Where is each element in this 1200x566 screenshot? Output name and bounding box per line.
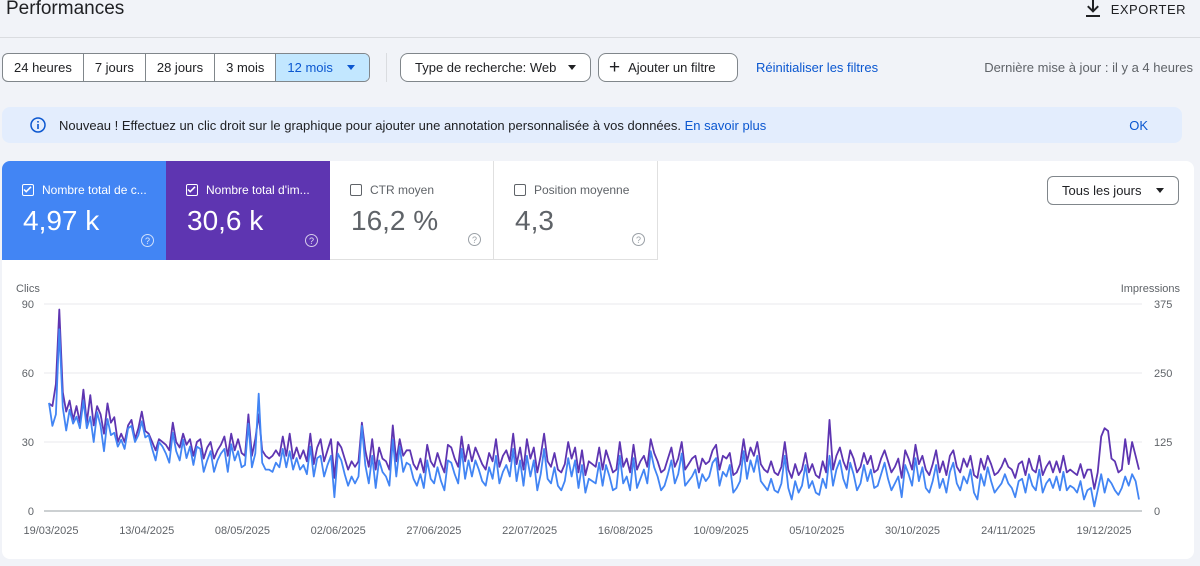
learn-more-link[interactable]: En savoir plus	[684, 118, 767, 133]
y-right-tick-label: 125	[1154, 437, 1172, 449]
caret-down-icon	[1156, 188, 1164, 193]
banner-text: Nouveau ! Effectuez un clic droit sur le…	[59, 118, 766, 133]
divider	[386, 53, 387, 82]
caret-down-icon	[346, 65, 355, 70]
banner-ok-button[interactable]: OK	[1129, 118, 1148, 133]
performance-panel: Nombre total de c... 4,97 k ? Nombre tot…	[2, 161, 1194, 559]
checkbox-checked-icon[interactable]	[22, 184, 34, 196]
caret-down-icon	[568, 65, 576, 70]
range-12m-button[interactable]: 12 mois	[276, 54, 369, 81]
metric-card-impressions[interactable]: Nombre total d'im... 30,6 k ?	[166, 161, 330, 260]
checkbox-unchecked-icon[interactable]	[350, 184, 362, 196]
help-icon[interactable]: ?	[468, 233, 481, 246]
export-label: EXPORTER	[1110, 1, 1186, 17]
help-icon[interactable]: ?	[305, 234, 318, 247]
x-tick-label: 16/08/2025	[598, 525, 653, 537]
metric-card-ctr[interactable]: CTR moyen 16,2 % ?	[330, 161, 494, 260]
x-tick-label: 10/09/2025	[694, 525, 749, 537]
x-tick-label: 08/05/2025	[215, 525, 270, 537]
plus-icon: +	[609, 57, 621, 78]
metric-value: 30,6 k	[187, 205, 264, 236]
range-label: 7 jours	[94, 60, 134, 75]
clicks-series-line	[48, 328, 1140, 508]
x-tick-label: 05/10/2025	[789, 525, 844, 537]
page-title: Performances	[6, 0, 125, 19]
info-icon	[30, 117, 46, 133]
range-28d-button[interactable]: 28 jours	[146, 54, 216, 81]
x-tick-label: 24/11/2025	[981, 525, 1035, 537]
y-left-tick-label: 60	[22, 368, 34, 380]
x-tick-label: 02/06/2025	[311, 525, 366, 537]
help-icon[interactable]: ?	[141, 234, 154, 247]
y-left-tick-label: 30	[22, 437, 34, 449]
metric-card-position[interactable]: Position moyenne 4,3 ?	[494, 161, 658, 260]
y-left-axis-label: Clics	[16, 283, 40, 295]
top-bar: Performances EXPORTER	[0, 0, 1200, 38]
info-banner: Nouveau ! Effectuez un clic droit sur le…	[2, 107, 1182, 143]
range-3m-button[interactable]: 3 mois	[215, 54, 277, 81]
x-tick-label: 22/07/2025	[502, 525, 557, 537]
help-icon[interactable]: ?	[632, 233, 645, 246]
filter-bar: 24 heures 7 jours 28 jours 3 mois 12 moi…	[0, 53, 1200, 83]
y-right-axis-label: Impressions	[1121, 283, 1181, 295]
y-left-tick-label: 90	[22, 299, 34, 311]
y-right-tick-label: 250	[1154, 368, 1172, 380]
x-tick-label: 30/10/2025	[885, 525, 940, 537]
last-updated-text: Dernière mise à jour : il y a 4 heures	[984, 60, 1193, 75]
x-tick-label: 19/03/2025	[23, 525, 78, 537]
checkbox-checked-icon[interactable]	[186, 184, 198, 196]
range-label: 3 mois	[226, 60, 265, 75]
granularity-label: Tous les jours	[1062, 183, 1142, 198]
add-filter-label: Ajouter un filtre	[628, 60, 716, 75]
range-24h-button[interactable]: 24 heures	[3, 54, 84, 81]
search-type-dropdown[interactable]: Type de recherche: Web	[400, 53, 591, 82]
impressions-series-line	[48, 308, 1140, 490]
metric-value: 4,3	[515, 205, 554, 236]
x-tick-label: 19/12/2025	[1076, 525, 1131, 537]
x-tick-label: 27/06/2025	[406, 525, 461, 537]
search-type-label: Type de recherche: Web	[415, 60, 557, 75]
range-label: 28 jours	[156, 60, 204, 75]
add-filter-button[interactable]: + Ajouter un filtre	[598, 53, 738, 82]
range-label: 24 heures	[14, 60, 72, 75]
y-right-tick-label: 0	[1154, 506, 1160, 518]
export-button[interactable]: EXPORTER	[1085, 0, 1186, 18]
reset-filters-link[interactable]: Réinitialiser les filtres	[756, 60, 879, 75]
metric-value: 16,2 %	[351, 205, 439, 236]
metric-value: 4,97 k	[23, 205, 100, 236]
performance-chart[interactable]: 0 30 60 90 0 125 250 375 Clics Impressions 19/03/2…	[2, 161, 1194, 559]
y-right-tick-label: 375	[1154, 299, 1172, 311]
banner-message: Nouveau ! Effectuez un clic droit sur le…	[59, 118, 682, 133]
download-icon	[1085, 0, 1100, 17]
range-label: 12 mois	[287, 60, 333, 75]
x-tick-label: 13/04/2025	[119, 525, 174, 537]
date-range-selector: 24 heures 7 jours 28 jours 3 mois 12 moi…	[2, 53, 370, 82]
range-7d-button[interactable]: 7 jours	[84, 54, 146, 81]
checkbox-unchecked-icon[interactable]	[514, 184, 526, 196]
metric-card-clicks[interactable]: Nombre total de c... 4,97 k ?	[2, 161, 166, 260]
granularity-dropdown[interactable]: Tous les jours	[1047, 176, 1179, 205]
y-left-tick-label: 0	[28, 506, 34, 518]
